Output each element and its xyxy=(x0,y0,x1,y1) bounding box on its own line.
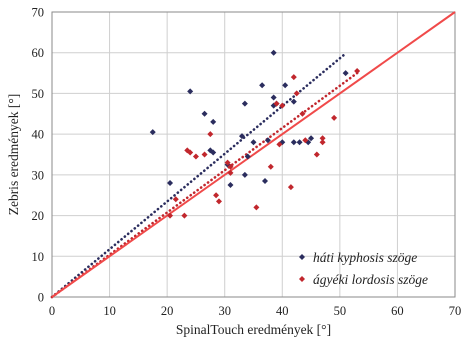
lordosis-point xyxy=(187,149,194,156)
kyphosis-point xyxy=(290,139,297,146)
y-tick-label: 60 xyxy=(32,46,45,60)
lordosis-point xyxy=(267,163,274,170)
kyphosis-point xyxy=(270,49,277,56)
legend-marker-kyphosis xyxy=(299,254,305,260)
lordosis-point xyxy=(354,68,361,75)
kyphosis-point xyxy=(167,180,174,186)
x-tick-label: 50 xyxy=(334,304,347,318)
identity-line xyxy=(51,11,456,298)
lordosis-point xyxy=(273,100,280,107)
lordosis-point xyxy=(213,192,220,199)
y-tick-label: 50 xyxy=(32,87,45,101)
kyphosis-point xyxy=(149,129,156,136)
kyphosis-point xyxy=(244,153,251,160)
lordosis-point xyxy=(172,196,179,203)
y-tick-label: 0 xyxy=(38,291,44,305)
lordosis-point xyxy=(293,90,300,97)
lordosis-point xyxy=(299,110,306,117)
x-tick-label: 20 xyxy=(161,304,174,318)
data-points xyxy=(149,49,361,219)
plot-frame xyxy=(51,11,456,298)
x-tick-label: 40 xyxy=(276,304,289,318)
x-tick-label: 60 xyxy=(391,304,404,318)
x-tick-label: 0 xyxy=(49,304,55,318)
y-tick-label: 40 xyxy=(32,128,45,142)
x-tick-label: 10 xyxy=(103,304,116,318)
lordosis-point xyxy=(290,74,297,81)
lordosis-point xyxy=(227,169,234,176)
kyphosis-point xyxy=(282,82,289,89)
lordosis-point xyxy=(207,131,214,138)
lordosis-point xyxy=(313,151,320,158)
kyphosis-point xyxy=(241,171,248,178)
lordosis-point xyxy=(192,153,199,160)
kyphosis-point xyxy=(270,94,277,101)
kyphosis-point xyxy=(227,182,234,189)
lordosis-point xyxy=(181,212,188,219)
lordosis-point xyxy=(319,135,326,142)
kyphosis-point xyxy=(238,133,245,140)
legend: háti kyphosis szöge ágyéki lordosis szög… xyxy=(299,250,428,287)
lordosis-point xyxy=(302,137,309,144)
lordosis-point xyxy=(276,141,283,148)
trend-line xyxy=(50,71,359,299)
lordosis-point xyxy=(331,114,338,121)
legend-label-kyphosis: háti kyphosis szöge xyxy=(313,250,417,265)
kyphosis-point xyxy=(290,98,297,105)
y-tick-label: 30 xyxy=(32,168,45,182)
legend-marker-lordosis xyxy=(299,276,305,282)
lordosis-point xyxy=(224,159,231,166)
kyphosis-point xyxy=(210,118,217,125)
kyphosis-point xyxy=(201,110,208,117)
kyphosis-point xyxy=(342,70,349,77)
y-tick-label: 10 xyxy=(32,250,45,264)
lordosis-point xyxy=(319,139,326,146)
x-axis-title: SpinalTouch eredmények [°] xyxy=(176,322,331,337)
kyphosis-point xyxy=(250,139,257,146)
kyphosis-point xyxy=(241,100,248,107)
kyphosis-point xyxy=(210,149,217,156)
y-axis-title: Zebris eredmények [°] xyxy=(6,94,21,216)
y-tick-labels: 0 10 20 30 40 50 60 70 xyxy=(32,6,45,305)
x-tick-label: 30 xyxy=(218,304,231,318)
lordosis-point xyxy=(227,163,234,170)
y-tick-label: 70 xyxy=(32,6,45,20)
kyphosis-point xyxy=(187,88,194,95)
x-tick-labels: 0 10 20 30 40 50 60 70 xyxy=(49,304,461,318)
lordosis-point xyxy=(279,102,286,109)
kyphosis-point xyxy=(262,177,269,184)
lordosis-point xyxy=(287,184,294,191)
lordosis-point xyxy=(215,198,222,205)
legend-label-lordosis: ágyéki lordosis szöge xyxy=(313,272,428,287)
kyphosis-point xyxy=(259,82,266,89)
lordosis-point xyxy=(253,204,260,211)
kyphosis-point xyxy=(264,137,271,144)
y-tick-label: 20 xyxy=(32,209,45,223)
lordosis-point xyxy=(201,151,208,158)
kyphosis-point xyxy=(308,135,315,142)
lordosis-point xyxy=(167,212,174,219)
x-tick-label: 70 xyxy=(449,304,461,318)
kyphosis-point xyxy=(296,139,303,146)
